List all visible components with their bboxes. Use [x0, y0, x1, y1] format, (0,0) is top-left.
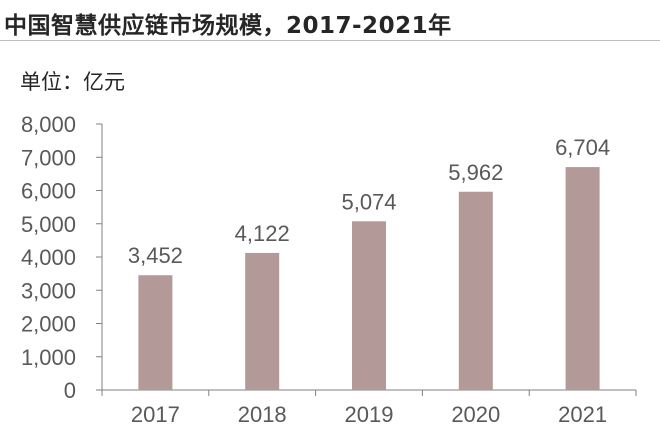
y-tick-label: 5,000 — [21, 212, 76, 237]
bar-2019 — [352, 221, 386, 390]
y-tick-label: 2,000 — [21, 312, 76, 337]
x-tick-label-2021: 2021 — [558, 402, 607, 427]
x-tick-label-2018: 2018 — [238, 402, 287, 427]
y-tick-label: 8,000 — [21, 112, 76, 137]
bar-2017 — [138, 275, 173, 390]
value-label-2020: 5,962 — [448, 160, 503, 185]
title-divider — [0, 40, 660, 41]
value-label-2017: 3,452 — [128, 243, 183, 268]
x-axis: 2017 2018 2019 2020 2021 — [101, 389, 637, 427]
y-tick-label: 7,000 — [21, 145, 76, 170]
y-axis: 0 1,000 2,000 3,000 4,000 5,000 6,000 7,000 8,00… — [21, 112, 103, 403]
bar-2018 — [245, 252, 280, 390]
chart-title: 中国智慧供应链市场规模，2017-2021年 — [4, 13, 452, 39]
y-tick-label: 0 — [64, 378, 76, 403]
x-tick-label-2017: 2017 — [131, 402, 180, 427]
y-tick-label: 3,000 — [21, 278, 76, 303]
y-tick-label: 4,000 — [21, 245, 76, 270]
value-label-2018: 4,122 — [235, 221, 290, 246]
x-tick-label-2020: 2020 — [451, 402, 500, 427]
y-tick-label: 1,000 — [21, 345, 76, 370]
unit-label: 单位：亿元 — [20, 70, 125, 94]
x-tick-label-2019: 2019 — [345, 402, 394, 427]
bars — [138, 167, 600, 390]
bar-2021 — [565, 167, 600, 390]
value-label-2021: 6,704 — [555, 135, 610, 160]
value-label-2019: 5,074 — [341, 189, 396, 214]
y-tick-label: 6,000 — [21, 179, 76, 204]
bar-2020 — [458, 191, 493, 390]
value-labels: 3,452 4,122 5,074 5,962 6,704 — [128, 135, 610, 268]
